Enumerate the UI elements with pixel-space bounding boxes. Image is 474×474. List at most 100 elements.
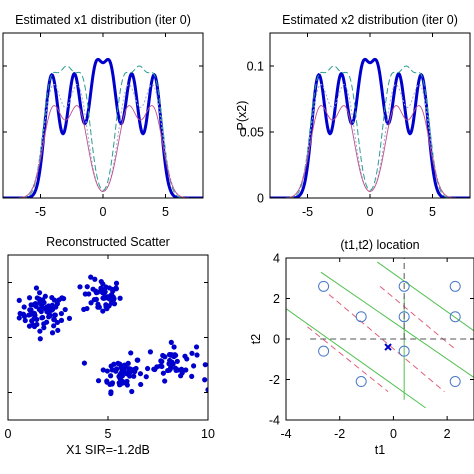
chart-title: Reconstructed Scatter	[46, 235, 170, 249]
scatter-point	[109, 298, 115, 304]
scatter-point	[111, 361, 117, 367]
scatter-point	[167, 357, 173, 364]
green-boundary-line	[377, 261, 474, 332]
scatter-point	[27, 307, 33, 313]
scatter-point	[54, 319, 61, 326]
scatter-point	[100, 367, 106, 373]
scatter-point	[27, 311, 34, 318]
scatter-point	[126, 366, 132, 372]
scatter-point	[26, 295, 33, 301]
scatter-point	[194, 352, 200, 358]
scatter-point	[157, 363, 163, 369]
series-line-1	[3, 65, 203, 198]
scatter-point	[117, 382, 123, 388]
scatter-point	[16, 315, 22, 321]
scatter-point	[98, 285, 104, 291]
pink-dashed-line	[379, 285, 456, 350]
pink-dashed-line	[328, 294, 445, 393]
scatter-point	[104, 368, 110, 374]
location-circle	[318, 280, 330, 292]
x-tick-label: -5	[302, 205, 313, 219]
scatter-point	[47, 312, 53, 319]
scatter-point	[34, 295, 40, 301]
scatter-point	[59, 295, 65, 301]
x-tick-label: -4	[280, 427, 291, 441]
scatter-point	[37, 336, 43, 342]
scatter-point	[92, 276, 98, 282]
scatter-point	[134, 357, 140, 363]
panel-x1-distribution: Estimated x1 distribution (iter 0) -5 0 5	[2, 13, 204, 219]
scatter-point	[166, 367, 173, 373]
y-tick-label: -4	[269, 414, 280, 428]
scatter-point	[37, 328, 43, 334]
scatter-point	[84, 305, 90, 312]
scatter-point	[117, 295, 123, 301]
scatter-point	[51, 323, 57, 329]
scatter-point	[120, 378, 126, 385]
scatter-point	[22, 317, 28, 324]
y-tick-label: 0	[257, 192, 264, 206]
scatter-point	[179, 370, 185, 376]
scatter-point	[132, 368, 138, 375]
scatter-point	[143, 374, 149, 380]
scatter-point	[106, 285, 113, 291]
series-line-0	[270, 57, 470, 198]
scatter-point	[58, 310, 65, 317]
y-tick-label: 2	[273, 292, 280, 306]
scatter-point	[110, 288, 116, 294]
plot-area	[286, 258, 474, 409]
location-circle	[398, 280, 410, 292]
scatter-point	[49, 330, 56, 336]
panel-x2-distribution: Estimated x2 distribution (iter 0) -5 0 5 0 0…	[235, 13, 471, 219]
x-tick-label: 2	[444, 427, 451, 441]
x-tick-label: 5	[162, 205, 169, 219]
scatter-point	[193, 344, 200, 350]
scatter-point	[58, 317, 65, 323]
location-circle	[318, 345, 330, 357]
chart-title: Estimated x2 distribution (iter 0)	[282, 13, 458, 27]
location-circle	[355, 376, 367, 388]
series-line-2	[270, 83, 470, 198]
scatter-point	[113, 285, 119, 291]
scatter-point	[202, 377, 208, 383]
scatter-point	[93, 290, 99, 296]
scatter-point	[147, 349, 154, 355]
scatter-point	[205, 387, 208, 393]
scatter-point	[95, 378, 102, 384]
scatter-point	[33, 285, 40, 291]
location-circle	[398, 345, 410, 357]
scatter-point	[36, 290, 43, 296]
scatter-point	[189, 373, 195, 379]
x-tick-label: 0	[5, 427, 12, 441]
x-tick-label: -2	[334, 427, 345, 441]
scatter-point	[20, 311, 27, 317]
scatter-point	[49, 302, 55, 308]
scatter-point	[137, 371, 144, 377]
scatter-point	[32, 302, 38, 308]
y-axis-label: P(x2)	[235, 101, 249, 131]
scatter-point	[34, 316, 40, 323]
scatter-point	[117, 375, 123, 381]
scatter-point	[160, 352, 166, 359]
scatter-point	[30, 322, 36, 328]
scatter-point	[62, 306, 68, 313]
location-circle	[449, 280, 461, 292]
scatter-point	[160, 370, 166, 376]
scatter-point	[52, 312, 58, 318]
scatter-point	[102, 289, 108, 295]
series-line-3	[3, 105, 203, 198]
scatter-point	[202, 362, 208, 368]
scatter-point	[44, 319, 50, 325]
scatter-point	[171, 344, 177, 350]
pink-dashed-line	[307, 326, 389, 393]
scatter-point	[31, 310, 37, 316]
scatter-point	[159, 358, 165, 365]
scatter-point	[49, 306, 56, 313]
plot-area	[3, 57, 203, 198]
estimate-cross	[384, 343, 392, 351]
scatter-point	[34, 321, 40, 328]
scatter-point	[77, 284, 83, 290]
series-line-2	[3, 83, 203, 198]
scatter-point	[124, 382, 130, 388]
